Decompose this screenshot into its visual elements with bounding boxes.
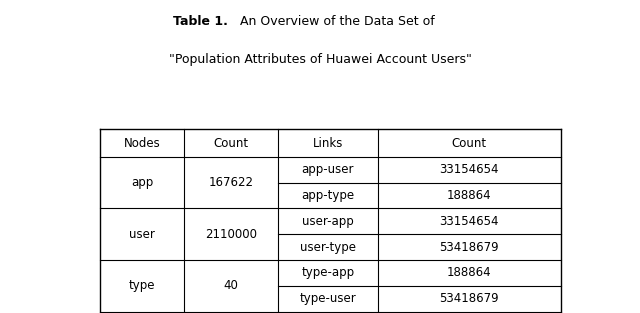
Text: app-type: app-type — [301, 189, 355, 202]
Text: user-type: user-type — [300, 241, 356, 254]
Text: user: user — [129, 228, 155, 241]
Text: 167622: 167622 — [209, 176, 254, 189]
Text: type-app: type-app — [301, 266, 355, 280]
Text: 33154654: 33154654 — [440, 215, 499, 228]
Text: type-user: type-user — [300, 292, 356, 305]
Text: Table 1.: Table 1. — [301, 31, 355, 44]
Text: Links: Links — [313, 136, 343, 150]
Text: app-user: app-user — [301, 163, 355, 176]
Text: 188864: 188864 — [447, 266, 492, 280]
Text: 53418679: 53418679 — [440, 292, 499, 305]
Text: 40: 40 — [224, 279, 239, 292]
Text: 33154654: 33154654 — [440, 163, 499, 176]
Text: user-app: user-app — [302, 215, 354, 228]
Text: 53418679: 53418679 — [440, 241, 499, 254]
Text: type: type — [129, 279, 156, 292]
Text: 2110000: 2110000 — [205, 228, 257, 241]
Text: Nodes: Nodes — [124, 136, 161, 150]
Text: An Overview of the Data Set of: An Overview of the Data Set of — [232, 15, 435, 28]
Text: Count: Count — [452, 136, 487, 150]
Text: 188864: 188864 — [447, 189, 492, 202]
Text: Table 1.: Table 1. — [173, 15, 228, 28]
Text: Count: Count — [214, 136, 249, 150]
Text: "Population Attributes of Huawei Account Users": "Population Attributes of Huawei Account… — [168, 53, 472, 66]
Text: app: app — [131, 176, 153, 189]
